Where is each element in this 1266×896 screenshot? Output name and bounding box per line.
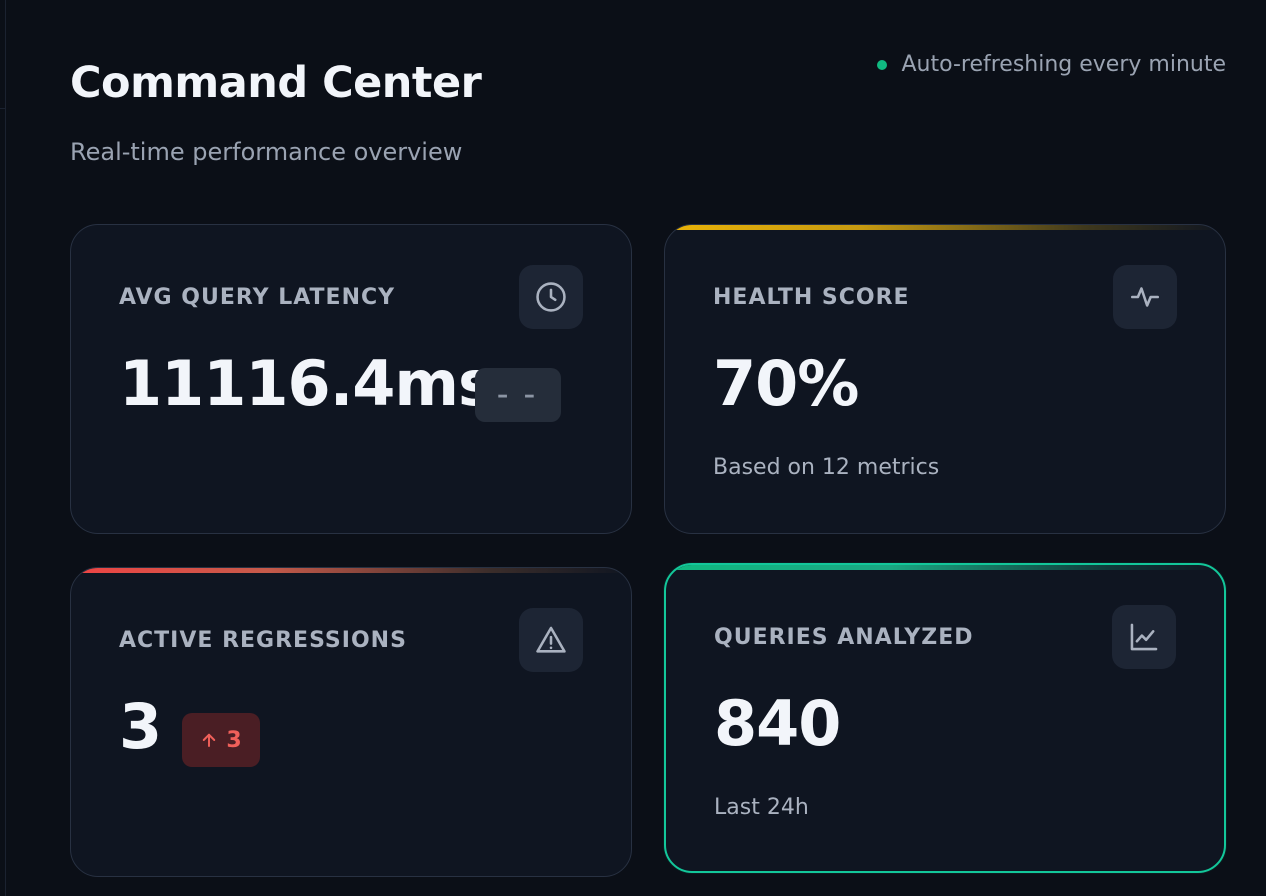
queries-accent-bar — [666, 565, 1224, 570]
page-subtitle: Real-time performance overview — [70, 138, 463, 166]
auto-refresh-text: Auto-refreshing every minute — [901, 52, 1226, 77]
card-label: ACTIVE REGRESSIONS — [119, 628, 407, 653]
activity-icon — [1113, 265, 1177, 329]
card-value: 11116.4ms — [119, 347, 495, 420]
card-value: 840 — [714, 687, 841, 760]
queries-analyzed-card[interactable]: QUERIES ANALYZED 840 Last 24h — [664, 563, 1226, 873]
trend-badge-neutral: – – — [475, 368, 561, 422]
card-label: AVG QUERY LATENCY — [119, 285, 396, 310]
warning-icon — [519, 608, 583, 672]
auto-refresh-indicator: Auto-refreshing every minute — [877, 52, 1226, 77]
trend-badge-up: 3 — [182, 713, 260, 767]
health-score-card[interactable]: HEALTH SCORE 70% Based on 12 metrics — [664, 224, 1226, 534]
sidebar-edge — [0, 0, 6, 896]
clock-icon — [519, 265, 583, 329]
card-subtext: Based on 12 metrics — [713, 455, 940, 480]
arrow-up-icon — [203, 733, 216, 747]
avg-query-latency-card[interactable]: AVG QUERY LATENCY 11116.4ms – – — [70, 224, 632, 534]
card-value: 70% — [713, 347, 859, 420]
card-label: HEALTH SCORE — [713, 285, 910, 310]
health-accent-bar — [665, 225, 1225, 230]
page-title: Command Center — [70, 58, 482, 108]
trend-badge-value: 3 — [226, 727, 242, 753]
active-regressions-card[interactable]: ACTIVE REGRESSIONS 3 3 — [70, 567, 632, 877]
card-label: QUERIES ANALYZED — [714, 625, 974, 650]
card-value: 3 — [119, 690, 162, 763]
live-status-dot-icon — [877, 59, 888, 70]
chart-line-icon — [1112, 605, 1176, 669]
regression-accent-bar — [71, 568, 631, 573]
card-subtext: Last 24h — [714, 795, 809, 820]
